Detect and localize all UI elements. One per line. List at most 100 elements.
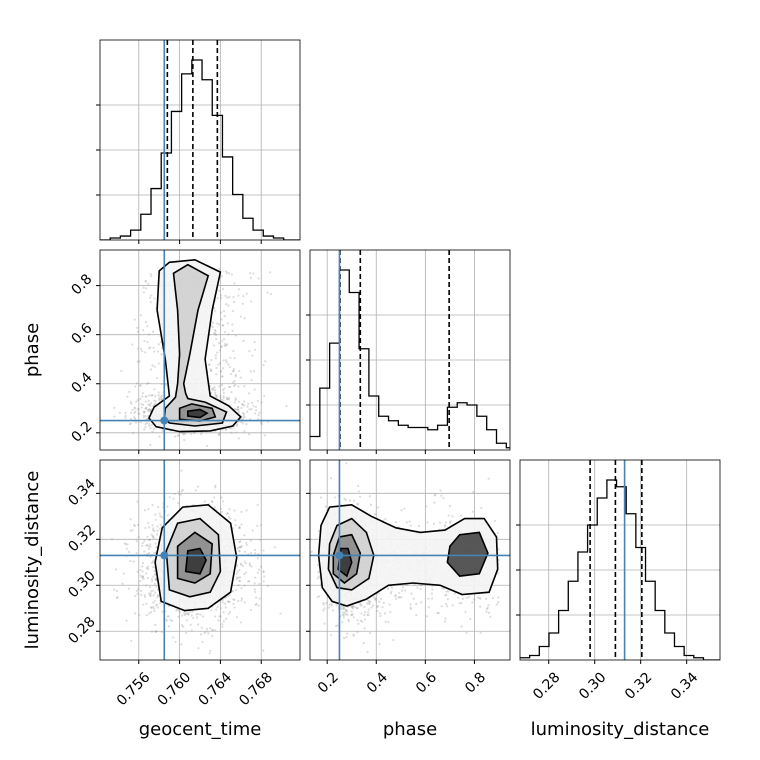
sample-point (253, 340, 256, 344)
sample-point (149, 555, 152, 559)
sample-point (210, 609, 213, 612)
sample-point (136, 500, 139, 503)
sample-point (227, 304, 230, 307)
sample-point (216, 605, 219, 609)
sample-point (232, 368, 236, 371)
sample-point (240, 562, 243, 565)
sample-point (269, 292, 273, 295)
sample-point (165, 618, 168, 621)
sample-point (243, 601, 246, 604)
sample-point (226, 595, 230, 598)
sample-point (154, 513, 157, 516)
sample-point (153, 297, 156, 300)
sample-point (485, 610, 488, 613)
sample-point (323, 622, 326, 625)
sample-point (223, 330, 227, 334)
sample-point (151, 535, 154, 539)
sample-point (140, 406, 143, 409)
sample-point (479, 605, 482, 608)
sample-point (130, 411, 133, 414)
sample-point (205, 630, 208, 633)
sample-point (383, 612, 387, 615)
sample-point (149, 545, 152, 548)
sample-point (209, 649, 212, 653)
sample-point (160, 516, 163, 519)
sample-point (216, 351, 219, 354)
sample-point (159, 515, 162, 518)
sample-point (147, 282, 150, 285)
sample-point (352, 616, 355, 619)
sample-point (156, 529, 159, 532)
sample-point (344, 611, 347, 614)
sample-point (235, 431, 238, 434)
sample-point (148, 612, 151, 615)
sample-point (213, 332, 216, 335)
sample-point (419, 587, 422, 591)
sample-point (246, 410, 249, 413)
sample-point (221, 375, 224, 378)
sample-point (146, 576, 150, 580)
sample-point (232, 384, 236, 388)
sample-point (212, 388, 215, 391)
sample-point (443, 525, 446, 528)
sample-point (250, 300, 253, 303)
sample-point (144, 320, 147, 324)
sample-point (367, 613, 370, 617)
sample-point (178, 493, 181, 496)
sample-point (254, 348, 257, 351)
sample-point (147, 408, 151, 411)
sample-point (366, 650, 369, 654)
sample-point (368, 600, 371, 603)
truth-point (160, 416, 169, 425)
sample-point (451, 604, 454, 607)
sample-point (208, 652, 211, 655)
sample-point (141, 570, 144, 573)
sample-point (246, 580, 250, 583)
sample-point (155, 533, 159, 536)
sample-point (222, 395, 225, 398)
sample-point (141, 576, 144, 579)
sample-point (215, 366, 218, 370)
sample-point (453, 592, 456, 595)
sample-point (257, 568, 261, 571)
sample-point (212, 344, 216, 347)
sample-point (208, 363, 211, 366)
sample-point (335, 604, 338, 607)
sample-point (140, 403, 143, 406)
panel-geocent_time-hist (96, 39, 301, 244)
sample-point (409, 603, 412, 606)
sample-point (431, 588, 434, 591)
sample-point (167, 615, 170, 618)
sample-point (225, 429, 228, 432)
sample-point (368, 495, 371, 498)
sample-point (152, 428, 156, 431)
sample-point (136, 592, 139, 595)
sample-point (164, 383, 167, 386)
sample-point (226, 296, 229, 299)
sample-point (236, 408, 239, 411)
sample-point (143, 411, 146, 414)
sample-point (240, 563, 243, 566)
sample-point (377, 605, 380, 608)
hist-clip-group (520, 460, 720, 660)
sample-point (221, 324, 225, 327)
sample-point (161, 398, 164, 401)
sample-point (243, 415, 246, 418)
sample-point (148, 394, 151, 397)
sample-point (211, 500, 214, 503)
sample-point (248, 580, 251, 583)
sample-point (225, 344, 228, 347)
sample-point (351, 605, 354, 608)
sample-point (384, 517, 387, 521)
sample-point (221, 601, 225, 604)
sample-point (135, 589, 139, 592)
sample-point (401, 589, 404, 592)
sample-point (190, 629, 193, 632)
sample-point (157, 397, 161, 400)
sample-point (221, 287, 225, 291)
sample-point (220, 345, 223, 348)
sample-point (159, 523, 162, 526)
sample-point (264, 360, 267, 363)
sample-point (152, 594, 155, 597)
sample-point (143, 428, 146, 431)
